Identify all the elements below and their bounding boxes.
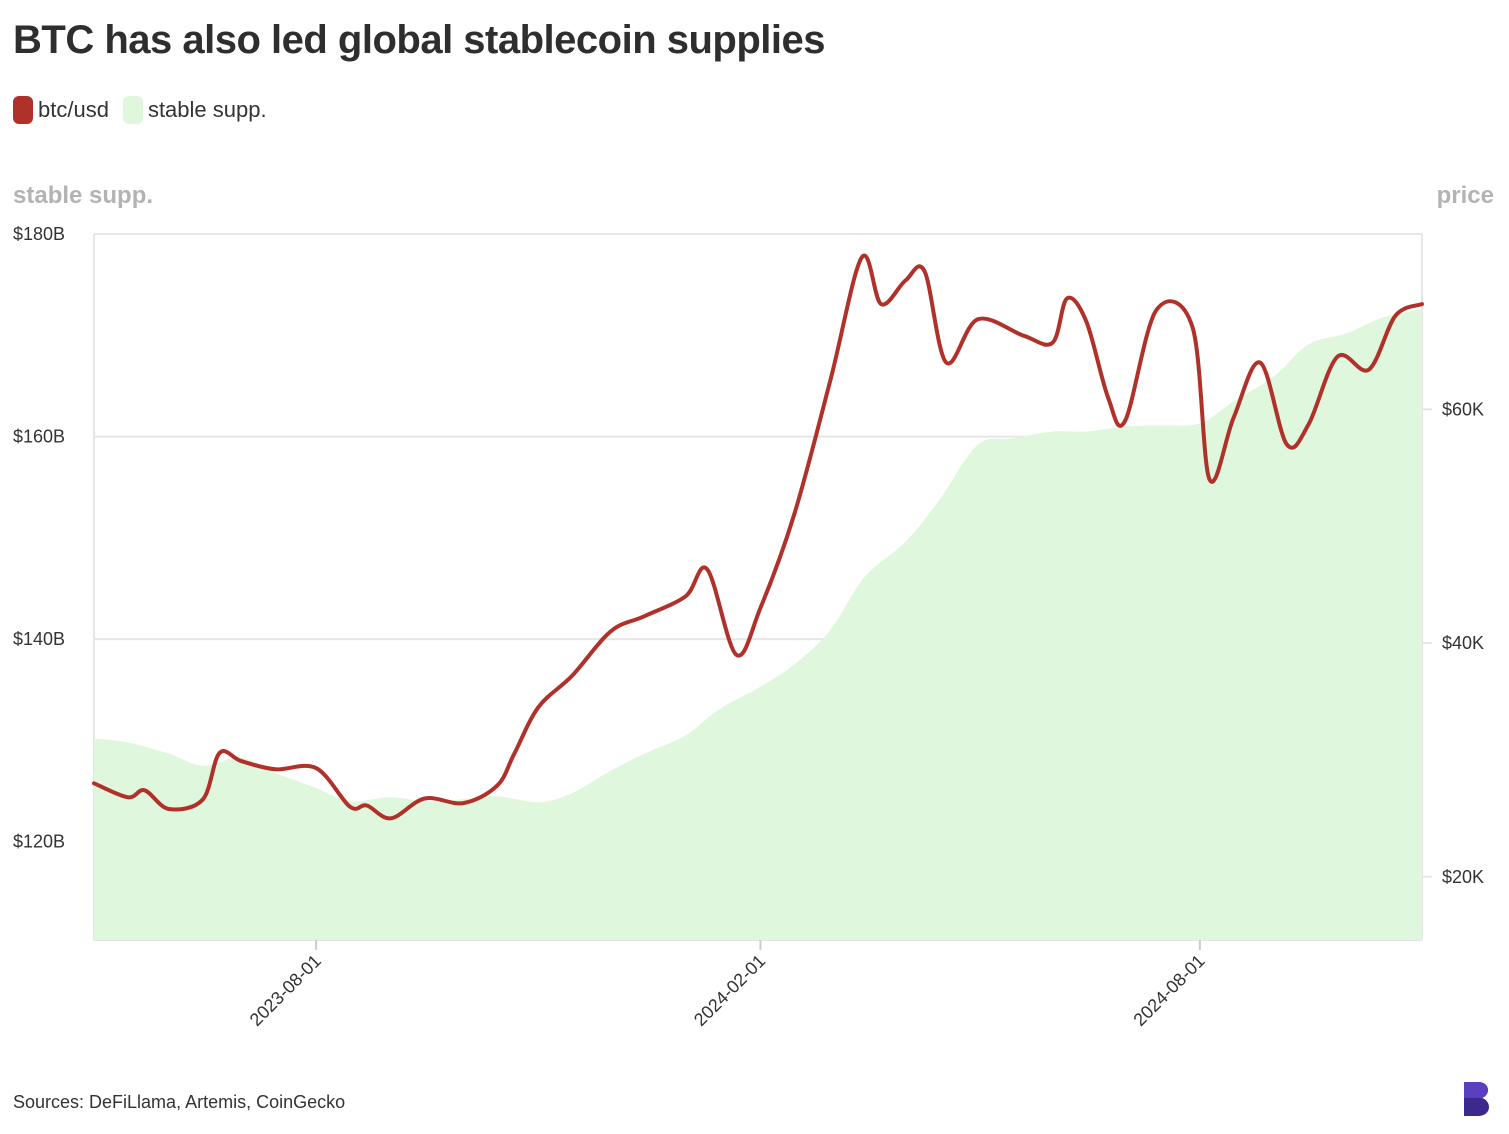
right-axis-caption: price: [1436, 182, 1494, 209]
right-tick-labels: $20K $40K $60K: [1422, 399, 1484, 887]
source-note: Sources: DeFiLlama, Artemis, CoinGecko: [13, 1092, 346, 1112]
chart-title: BTC has also led global stablecoin suppl…: [13, 18, 826, 62]
right-tick-label-0: $20K: [1442, 867, 1484, 887]
right-tick-label-1: $40K: [1442, 633, 1484, 653]
stable-supply-area: [94, 309, 1422, 940]
legend-item-btc[interactable]: btc/usd: [13, 96, 109, 124]
left-tick-label-2: $160B: [13, 427, 65, 447]
x-tick-label-1: 2024-02-01: [690, 951, 769, 1030]
left-axis-caption: stable supp.: [13, 182, 154, 209]
x-tick-label-0: 2023-08-01: [246, 951, 325, 1030]
btc-price-line: [92, 253, 1424, 821]
legend: btc/usd stable supp.: [13, 96, 281, 124]
left-tick-label-1: $140B: [13, 629, 65, 649]
x-tick-label-2: 2024-08-01: [1129, 951, 1208, 1030]
brand-logo: [1462, 1081, 1490, 1122]
legend-label-btc: btc/usd: [38, 97, 109, 122]
stable-swatch: [122, 96, 143, 124]
right-tick-label-2: $60K: [1442, 399, 1484, 419]
legend-label-stable: stable supp.: [147, 97, 267, 122]
btc-swatch: [13, 96, 33, 124]
legend-item-stable[interactable]: stable supp.: [122, 96, 267, 124]
left-tick-label-3: $180B: [13, 224, 65, 244]
left-tick-labels: $120B $140B $160B $180B: [13, 224, 65, 852]
left-tick-label-0: $120B: [13, 832, 65, 852]
x-tick-labels: 2023-08-01 2024-02-01 2024-08-01: [246, 940, 1209, 1030]
